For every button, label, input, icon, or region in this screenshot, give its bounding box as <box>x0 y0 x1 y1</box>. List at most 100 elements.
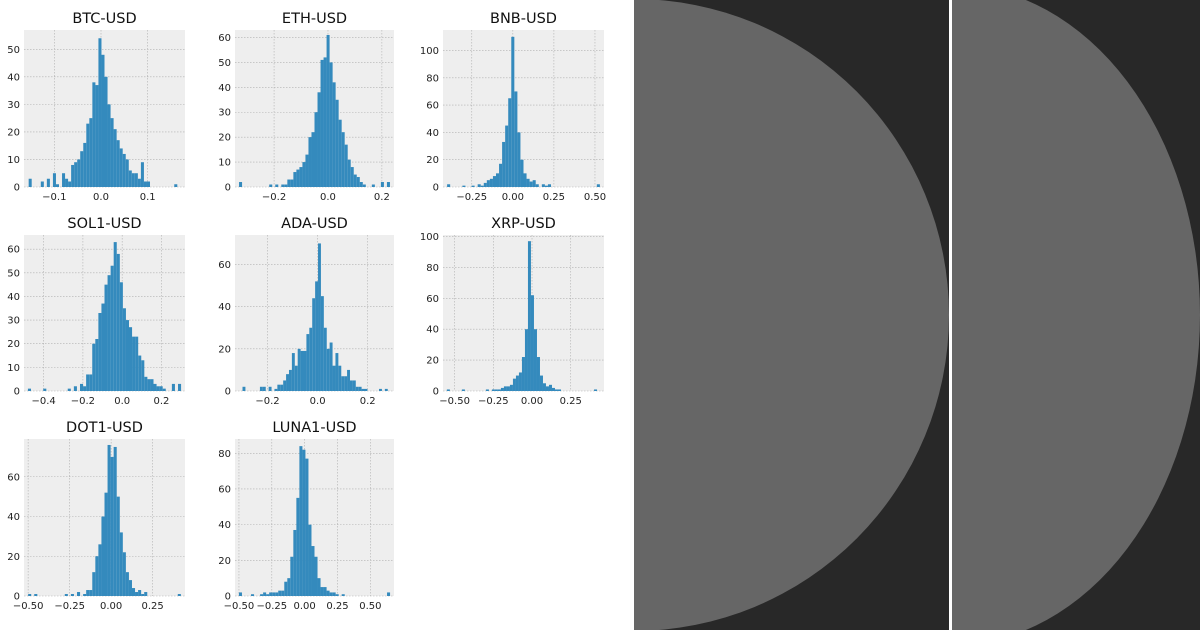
bar <box>83 386 87 391</box>
bar <box>138 590 142 596</box>
bar <box>293 172 297 187</box>
bar <box>95 556 99 596</box>
bar <box>527 241 531 391</box>
bar <box>314 556 318 596</box>
y-tick-label: 20 <box>7 339 20 350</box>
bar <box>290 556 294 596</box>
bar <box>135 336 139 391</box>
y-tick-label: 0 <box>225 387 231 398</box>
bar <box>483 182 487 187</box>
x-tick-label: −0.2 <box>255 396 279 407</box>
bar <box>341 132 345 187</box>
chart-title: XRP-USD <box>491 216 556 232</box>
histogram-grid: 0 10 20 30 40 50 −0.1 0.0 0.1 BTC-USD 0 10 20 30 40 50 6… <box>7 11 606 612</box>
bar <box>529 181 533 187</box>
bar <box>508 98 512 187</box>
x-tick-label: 0.00 <box>100 601 122 612</box>
chart-title: DOT1-USD <box>66 420 143 436</box>
bar <box>495 173 500 187</box>
bar <box>494 389 498 391</box>
bar <box>514 91 518 187</box>
y-tick-label: 60 <box>426 101 439 112</box>
bar <box>242 386 246 391</box>
y-tick-label: 30 <box>218 108 231 119</box>
bar <box>95 85 99 187</box>
bar <box>594 389 598 391</box>
bar <box>131 588 136 596</box>
bar <box>274 388 278 391</box>
bar <box>517 132 521 187</box>
x-tick-label: −0.4 <box>31 396 55 407</box>
bar <box>361 388 365 391</box>
bar <box>107 104 111 187</box>
bar <box>86 374 90 391</box>
x-tick-label: −0.50 <box>13 601 44 612</box>
bar <box>557 389 561 391</box>
x-tick-label: −0.50 <box>439 396 470 407</box>
x-tick-label: 0.0 <box>320 192 336 203</box>
bar <box>539 375 543 391</box>
bar <box>332 365 336 391</box>
bar <box>83 142 87 187</box>
chart-title: ADA-USD <box>281 216 348 232</box>
x-tick-label: −0.25 <box>256 601 287 612</box>
bar <box>296 169 300 187</box>
bar <box>132 336 136 391</box>
bar <box>542 383 546 391</box>
bar <box>262 386 266 391</box>
x-tick-label: 0.25 <box>543 192 565 203</box>
y-tick-label: 10 <box>7 363 20 374</box>
bar <box>101 516 105 596</box>
y-tick-label: 100 <box>420 46 439 57</box>
y-tick-label: 40 <box>218 302 231 313</box>
bar <box>284 184 288 187</box>
x-tick-label: −0.25 <box>456 192 487 203</box>
y-tick-label: 40 <box>7 72 20 83</box>
bar <box>506 386 510 391</box>
bar <box>311 546 315 596</box>
bar <box>119 282 123 391</box>
bar <box>119 148 123 187</box>
bar <box>140 162 144 187</box>
bar <box>320 587 324 596</box>
bar <box>73 386 77 391</box>
bar <box>131 173 135 187</box>
bar <box>107 444 111 596</box>
bar <box>143 181 147 187</box>
histogram-chart: 0 20 40 60 80 100 −0.50 −0.25 0.00 0.25 XRP-USD <box>420 216 604 407</box>
bar <box>174 184 178 187</box>
bar <box>480 185 484 187</box>
bar <box>138 355 142 391</box>
half-disc <box>952 0 1200 630</box>
bar <box>492 176 496 187</box>
bar <box>462 185 466 187</box>
bar <box>92 82 96 187</box>
bar <box>27 388 31 391</box>
bar <box>98 544 102 596</box>
x-tick-label: 0.50 <box>584 192 606 203</box>
bar <box>338 119 342 187</box>
bar <box>147 379 151 391</box>
bar <box>323 327 327 391</box>
bar <box>485 389 489 391</box>
bar <box>332 82 336 187</box>
bar <box>344 376 348 391</box>
bar <box>352 380 356 391</box>
bar <box>358 386 362 391</box>
bar <box>511 36 515 188</box>
bar <box>541 184 545 187</box>
bar <box>502 141 506 187</box>
bar <box>379 388 382 391</box>
bar <box>287 578 291 596</box>
bar <box>144 592 148 596</box>
histogram-chart: 0 20 40 60 80 −0.50 −0.25 0.00 0.25 0.50 LUNA1-USD <box>218 420 394 612</box>
bar <box>303 350 307 391</box>
bar <box>317 92 321 187</box>
bar <box>125 320 130 391</box>
bar <box>113 129 117 187</box>
bar <box>332 592 336 596</box>
y-tick-label: 50 <box>7 45 20 56</box>
bar <box>305 154 309 187</box>
y-tick-label: 0 <box>433 183 439 194</box>
